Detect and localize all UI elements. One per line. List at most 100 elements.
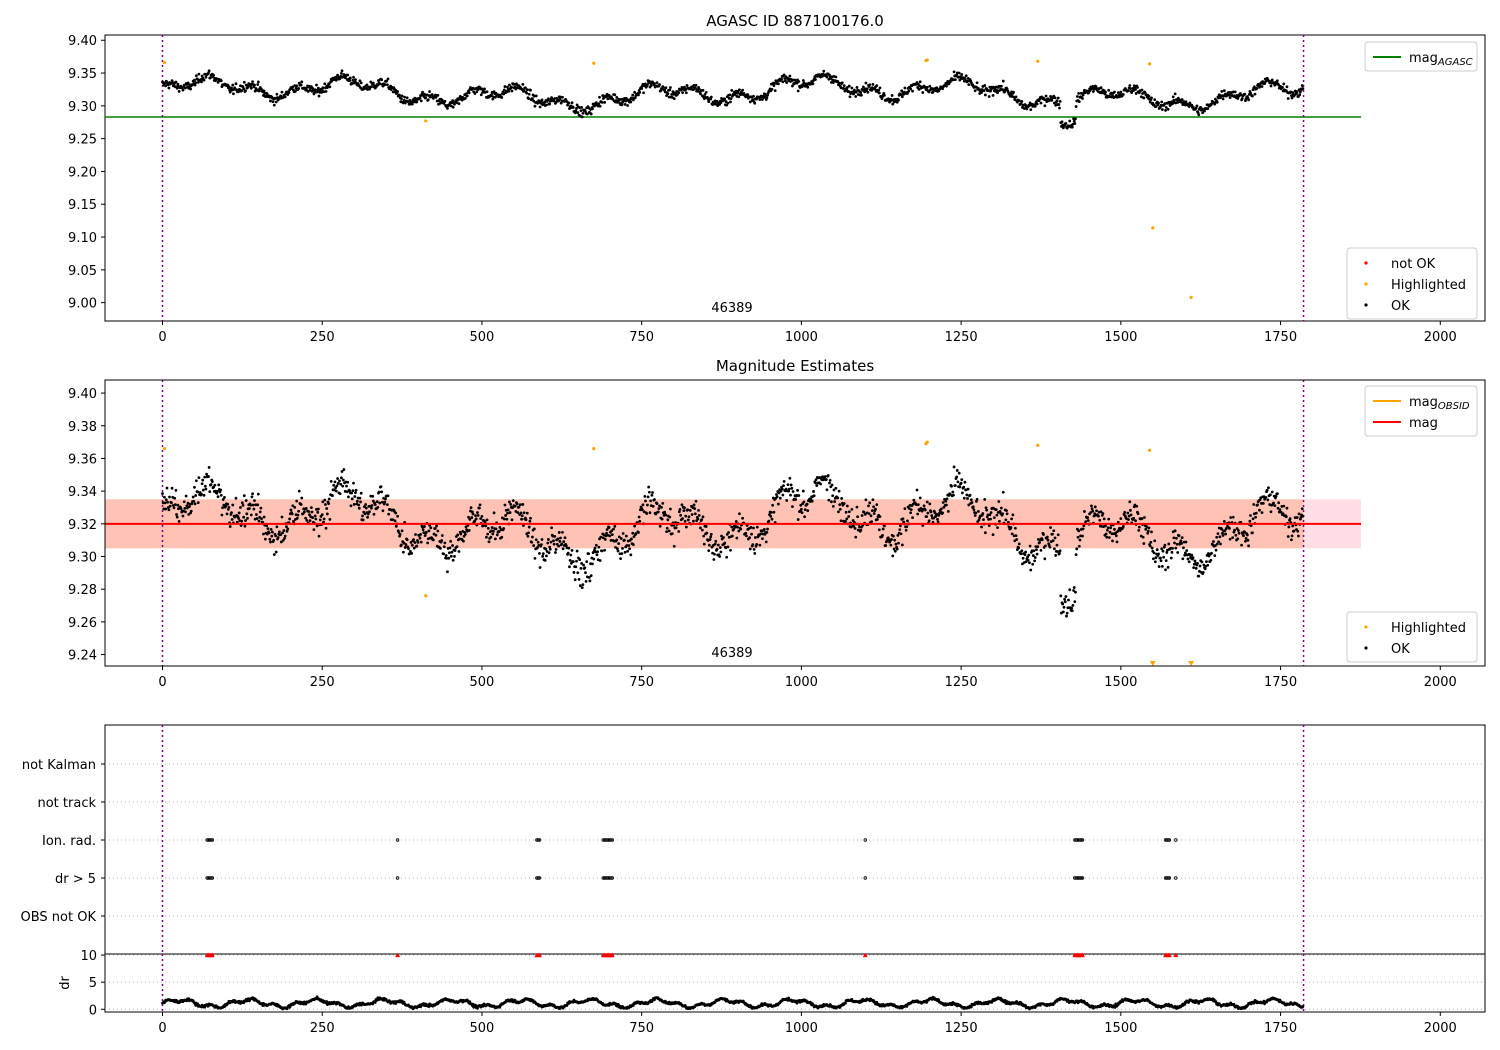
ok-point [645,512,649,515]
ok-point [231,503,235,507]
legend-dot-swatch [1364,625,1368,629]
ok-point [276,536,280,539]
ok-point [1035,102,1039,106]
ok-point [713,552,716,556]
ok-point [509,502,513,506]
ok-point [1098,518,1102,522]
ok-point [975,497,979,501]
ok-point [1017,542,1021,546]
ok-point [752,547,756,551]
ok-point [209,76,212,80]
ok-point [899,524,902,528]
ok-point [1127,518,1130,521]
ok-point [1065,614,1068,618]
ok-point [735,536,739,540]
ok-point [697,87,701,91]
ok-point [410,551,414,555]
ok-point [603,101,607,104]
ok-point [1160,547,1164,551]
ok-point [494,527,498,531]
ok-point [627,544,631,547]
ok-point [485,535,488,539]
ok-point [380,78,384,82]
ok-point [737,529,741,533]
ok-point [598,104,602,108]
ok-point [451,558,455,562]
ok-point [561,530,564,534]
ok-point [228,525,232,528]
ok-point [598,559,602,562]
ok-point [1114,531,1118,535]
ok-point [1176,100,1180,104]
ok-point [744,531,748,535]
ok-point [626,549,630,553]
ok-point [1206,107,1210,111]
dr-point [468,1000,472,1004]
x-tick-label: 750 [629,330,654,345]
ok-point [646,83,649,87]
ok-point [926,511,930,515]
ok-point [186,506,189,510]
ok-point [1301,87,1305,90]
ok-point [718,555,722,558]
ok-point [256,80,260,84]
ok-point [187,505,191,508]
ok-point [1132,84,1136,88]
ok-point [197,476,201,480]
flag-point [1080,876,1085,880]
ok-point [850,86,854,90]
ok-point [927,519,931,523]
ok-point [372,512,376,516]
ok-point [909,508,913,512]
ok-point [865,87,869,91]
ok-point [514,87,518,91]
ok-point [416,541,420,544]
ok-point [1173,92,1177,96]
ok-point [161,492,164,495]
ok-point [661,85,665,89]
ok-point [670,532,674,536]
ok-point [994,508,998,512]
ok-point [1009,526,1013,529]
ok-point [1263,82,1266,86]
ok-point [1042,533,1045,536]
ok-point [351,78,355,82]
ok-point [314,517,318,521]
ok-point [624,534,628,538]
ok-point [486,526,490,530]
ok-point [945,84,948,88]
ok-point [1166,107,1170,111]
ok-point [348,79,352,82]
ok-point [334,78,338,82]
ok-point [862,510,866,514]
ok-point [225,512,229,516]
ok-point [387,512,391,516]
ok-point [850,508,854,511]
ok-point [906,519,909,523]
ok-point [697,508,700,512]
ok-point [567,546,571,550]
ok-point [1153,539,1157,543]
ok-point [275,525,279,529]
ok-point [396,514,400,518]
ok-point [923,508,927,512]
flag-point [1166,838,1170,842]
ok-point [286,93,290,97]
ok-point [1282,82,1286,86]
ok-point [870,88,874,92]
ok-point [1081,93,1085,97]
ok-point [1213,544,1217,547]
ok-point [588,579,592,583]
ok-point [1153,560,1157,564]
ok-point [1164,568,1167,572]
ok-point [304,516,308,520]
ok-point [220,513,224,517]
ok-point [538,566,542,569]
y-axis-ticks: 9.009.059.109.159.209.259.309.359.40 [68,34,105,312]
ok-point [257,89,261,93]
ok-point [749,526,753,529]
ok-point [729,100,732,104]
ok-point [173,503,177,507]
ok-point [669,86,672,89]
ok-point [208,490,212,494]
